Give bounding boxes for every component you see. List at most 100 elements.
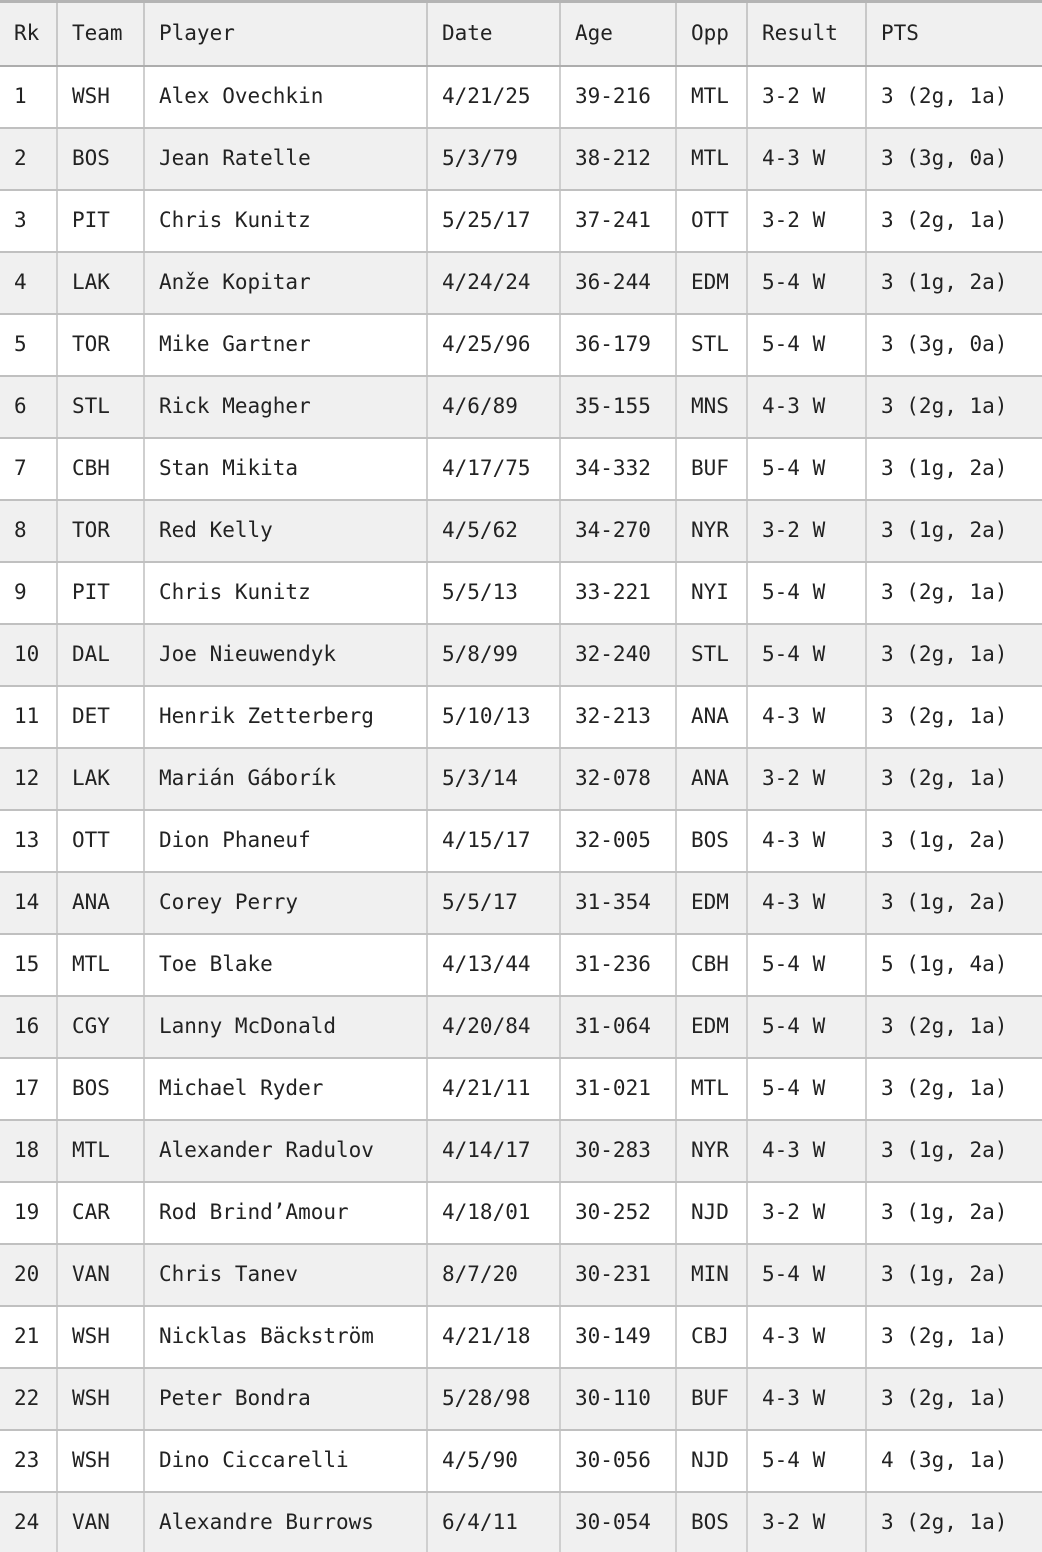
cell-opp: STL bbox=[676, 313, 748, 377]
cell-team: TOR bbox=[57, 499, 145, 563]
cell-age: 38-212 bbox=[560, 127, 677, 191]
column-header-date[interactable]: Date bbox=[427, 0, 561, 67]
table-row[interactable]: 24 VAN Alexandre Burrows 6/4/11 30-054 BOS 3-2… bbox=[0, 1491, 1042, 1552]
cell-rk: 5 bbox=[0, 313, 58, 377]
cell-opp: MTL bbox=[676, 65, 748, 129]
cell-opp: NYR bbox=[676, 1119, 748, 1183]
cell-opp: NYI bbox=[676, 561, 748, 625]
cell-team: ANA bbox=[57, 871, 145, 935]
cell-player: Lanny McDonald bbox=[144, 995, 428, 1059]
cell-team: LAK bbox=[57, 251, 145, 315]
cell-age: 36-244 bbox=[560, 251, 677, 315]
cell-pts: 3 (2g, 1a) bbox=[866, 561, 1042, 625]
cell-date: 5/3/14 bbox=[427, 747, 561, 811]
table-header: Rk Team Player Date Age Opp Result PTS bbox=[0, 0, 1042, 67]
cell-result: 4-3 W bbox=[747, 871, 867, 935]
cell-player: Stan Mikita bbox=[144, 437, 428, 501]
cell-pts: 3 (2g, 1a) bbox=[866, 1057, 1042, 1121]
cell-result: 4-3 W bbox=[747, 1367, 867, 1431]
cell-player: Dino Ciccarelli bbox=[144, 1429, 428, 1493]
cell-player: Rick Meagher bbox=[144, 375, 428, 439]
cell-date: 4/18/01 bbox=[427, 1181, 561, 1245]
cell-rk: 7 bbox=[0, 437, 58, 501]
column-header-pts[interactable]: PTS bbox=[866, 0, 1042, 67]
cell-team: VAN bbox=[57, 1243, 145, 1307]
cell-result: 4-3 W bbox=[747, 809, 867, 873]
cell-result: 5-4 W bbox=[747, 1057, 867, 1121]
cell-age: 37-241 bbox=[560, 189, 677, 253]
cell-rk: 10 bbox=[0, 623, 58, 687]
cell-opp: ANA bbox=[676, 685, 748, 749]
table-row[interactable]: 11 DET Henrik Zetterberg 5/10/13 32-213 ANA 4-… bbox=[0, 685, 1042, 749]
table-row[interactable]: 19 CAR Rod Brind’Amour 4/18/01 30-252 NJD 3-2 … bbox=[0, 1181, 1042, 1245]
column-header-rk[interactable]: Rk bbox=[0, 0, 58, 67]
column-header-opp[interactable]: Opp bbox=[676, 0, 748, 67]
cell-player: Joe Nieuwendyk bbox=[144, 623, 428, 687]
cell-result: 5-4 W bbox=[747, 437, 867, 501]
cell-player: Dion Phaneuf bbox=[144, 809, 428, 873]
table-row[interactable]: 18 MTL Alexander Radulov 4/14/17 30-283 NYR 4-… bbox=[0, 1119, 1042, 1183]
cell-player: Toe Blake bbox=[144, 933, 428, 997]
cell-rk: 15 bbox=[0, 933, 58, 997]
cell-rk: 3 bbox=[0, 189, 58, 253]
cell-rk: 13 bbox=[0, 809, 58, 873]
cell-rk: 11 bbox=[0, 685, 58, 749]
cell-result: 3-2 W bbox=[747, 65, 867, 129]
table-row[interactable]: 16 CGY Lanny McDonald 4/20/84 31-064 EDM 5-4 W… bbox=[0, 995, 1042, 1059]
column-header-result[interactable]: Result bbox=[747, 0, 867, 67]
cell-pts: 3 (1g, 2a) bbox=[866, 499, 1042, 563]
cell-age: 32-213 bbox=[560, 685, 677, 749]
cell-team: OTT bbox=[57, 809, 145, 873]
cell-result: 3-2 W bbox=[747, 189, 867, 253]
cell-player: Michael Ryder bbox=[144, 1057, 428, 1121]
cell-pts: 3 (2g, 1a) bbox=[866, 995, 1042, 1059]
cell-pts: 3 (2g, 1a) bbox=[866, 1367, 1042, 1431]
cell-date: 4/21/11 bbox=[427, 1057, 561, 1121]
column-header-age[interactable]: Age bbox=[560, 0, 677, 67]
cell-rk: 16 bbox=[0, 995, 58, 1059]
cell-age: 33-221 bbox=[560, 561, 677, 625]
cell-pts: 3 (2g, 1a) bbox=[866, 65, 1042, 129]
column-header-player[interactable]: Player bbox=[144, 0, 428, 67]
cell-team: DET bbox=[57, 685, 145, 749]
cell-team: WSH bbox=[57, 1429, 145, 1493]
cell-player: Rod Brind’Amour bbox=[144, 1181, 428, 1245]
cell-age: 30-252 bbox=[560, 1181, 677, 1245]
table-row[interactable]: 21 WSH Nicklas Bäckström 4/21/18 30-149 CBJ 4-… bbox=[0, 1305, 1042, 1369]
cell-rk: 12 bbox=[0, 747, 58, 811]
cell-date: 4/5/62 bbox=[427, 499, 561, 563]
cell-opp: CBJ bbox=[676, 1305, 748, 1369]
cell-rk: 1 bbox=[0, 65, 58, 129]
cell-age: 30-149 bbox=[560, 1305, 677, 1369]
cell-date: 5/10/13 bbox=[427, 685, 561, 749]
cell-opp: EDM bbox=[676, 995, 748, 1059]
table-row[interactable]: 23 WSH Dino Ciccarelli 4/5/90 30-056 NJD 5-4 W… bbox=[0, 1429, 1042, 1493]
cell-age: 31-236 bbox=[560, 933, 677, 997]
column-header-team[interactable]: Team bbox=[57, 0, 145, 67]
cell-rk: 21 bbox=[0, 1305, 58, 1369]
cell-player: Alexander Radulov bbox=[144, 1119, 428, 1183]
cell-opp: MTL bbox=[676, 1057, 748, 1121]
cell-pts: 3 (1g, 2a) bbox=[866, 1119, 1042, 1183]
cell-date: 4/5/90 bbox=[427, 1429, 561, 1493]
cell-team: CAR bbox=[57, 1181, 145, 1245]
cell-date: 4/15/17 bbox=[427, 809, 561, 873]
cell-date: 5/25/17 bbox=[427, 189, 561, 253]
